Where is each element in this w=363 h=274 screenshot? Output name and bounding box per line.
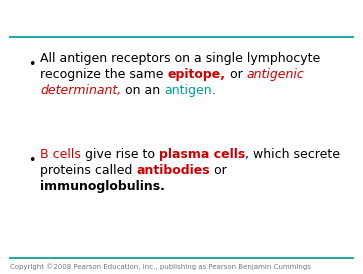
Text: determinant,: determinant, <box>40 84 121 97</box>
Text: recognize the same: recognize the same <box>40 68 167 81</box>
Text: proteins called: proteins called <box>40 164 136 177</box>
Text: plasma cells: plasma cells <box>159 148 245 161</box>
Text: antigen: antigen <box>164 84 212 97</box>
Text: , which secrete: , which secrete <box>245 148 340 161</box>
Text: or: or <box>225 68 246 81</box>
Text: epitope,: epitope, <box>167 68 225 81</box>
Text: •: • <box>28 58 35 71</box>
Text: or: or <box>210 164 227 177</box>
Text: antigenic: antigenic <box>246 68 304 81</box>
Text: •: • <box>28 154 35 167</box>
Text: antibodies: antibodies <box>136 164 210 177</box>
Text: All antigen receptors on a single lymphocyte: All antigen receptors on a single lympho… <box>40 52 320 65</box>
Text: Copyright ©2008 Pearson Education, Inc., publishing as Pearson Benjamin Cummings: Copyright ©2008 Pearson Education, Inc.,… <box>10 264 311 270</box>
Text: immunoglobulins.: immunoglobulins. <box>40 180 165 193</box>
Text: .: . <box>212 84 216 97</box>
Text: on an: on an <box>121 84 164 97</box>
Text: give rise to: give rise to <box>81 148 159 161</box>
Text: B cells: B cells <box>40 148 81 161</box>
